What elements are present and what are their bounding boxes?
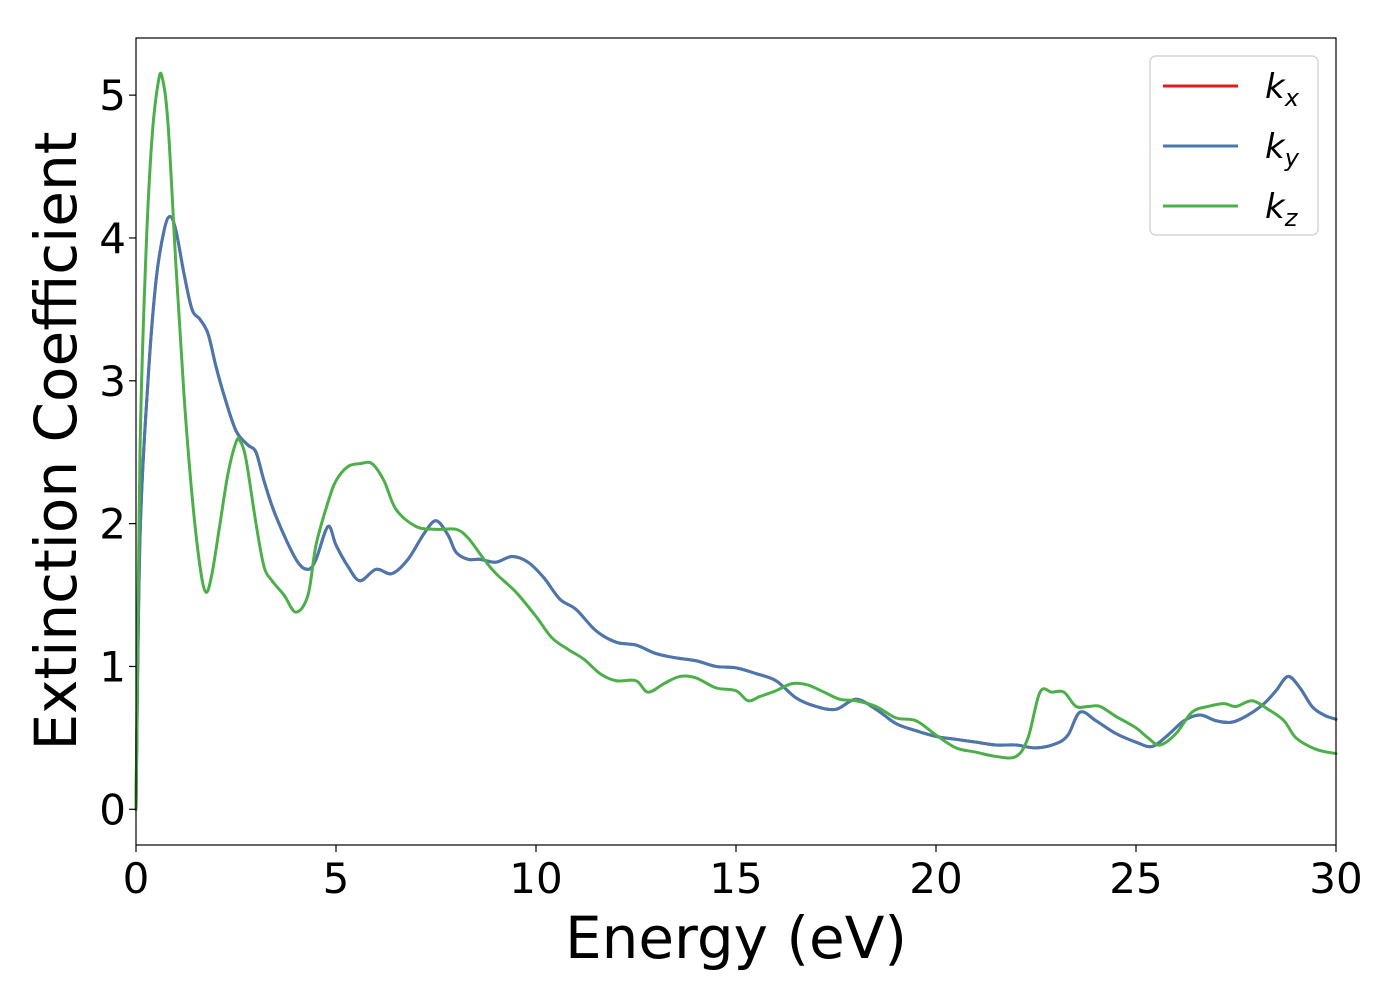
x-tick-label: 30 xyxy=(1309,854,1362,903)
y-tick-label: 5 xyxy=(99,71,126,120)
y-tick-label: 4 xyxy=(99,214,126,263)
x-axis: 0 5 10 15 20 25 30 xyxy=(123,845,1363,903)
y-axis-title: Extinction Coefficient xyxy=(22,132,90,751)
legend-label-y: ky xyxy=(1265,127,1300,172)
series-line-y xyxy=(134,215,1338,811)
legend-label-z: kz xyxy=(1265,187,1299,232)
plot-lines xyxy=(134,71,1338,811)
x-tick-label: 20 xyxy=(909,854,962,903)
legend-label-x: kx xyxy=(1265,67,1300,112)
series-line-z xyxy=(134,71,1338,811)
legend: kx ky kz xyxy=(1149,55,1319,236)
x-axis-title: Energy (eV) xyxy=(565,904,907,972)
y-tick-label: 1 xyxy=(99,642,126,691)
y-tick-label: 3 xyxy=(99,357,126,406)
y-tick-label: 0 xyxy=(99,785,126,834)
x-tick-label: 5 xyxy=(323,854,350,903)
y-axis: 0 1 2 3 4 5 xyxy=(99,71,136,834)
y-tick-label: 2 xyxy=(99,500,126,549)
series-line-x xyxy=(134,215,1338,811)
x-tick-label: 0 xyxy=(123,854,150,903)
x-tick-label: 10 xyxy=(509,854,562,903)
x-tick-label: 25 xyxy=(1109,854,1162,903)
x-tick-label: 15 xyxy=(709,854,762,903)
